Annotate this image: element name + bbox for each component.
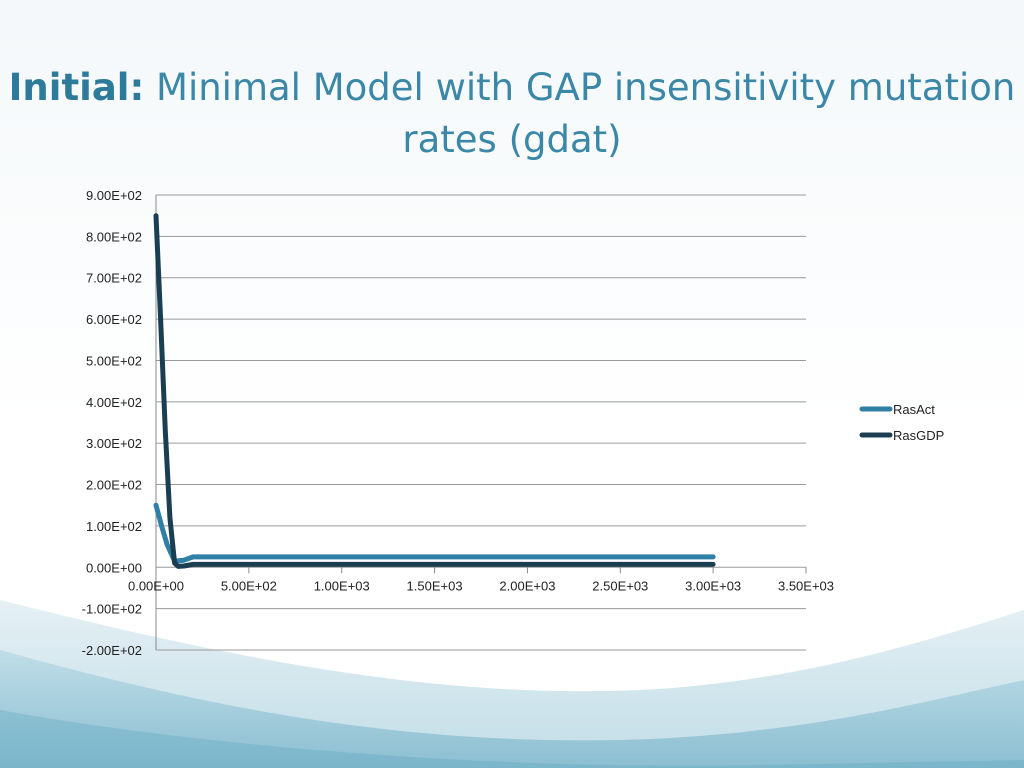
legend: RasAct RasGDP xyxy=(859,402,944,443)
y-tick-label: 0.00E+00 xyxy=(86,560,142,575)
y-tick-label: 5.00E+02 xyxy=(86,353,142,368)
y-tick-label: 2.00E+02 xyxy=(86,478,142,493)
legend-label-rasgdp: RasGDP xyxy=(893,428,944,443)
slide-title-main: Minimal Model with GAP insensitivity mut… xyxy=(156,66,1016,161)
y-tick-label: -1.00E+02 xyxy=(82,602,142,617)
x-tick-label: 0.00E+00 xyxy=(128,578,184,593)
x-tick-label: 1.50E+03 xyxy=(407,578,463,593)
y-tick-label: -2.00E+02 xyxy=(82,643,142,658)
y-tick-label: 8.00E+02 xyxy=(86,229,142,244)
y-tick-label: 7.00E+02 xyxy=(86,271,142,286)
y-tick-labels: 9.00E+02 8.00E+02 7.00E+02 6.00E+02 5.00E+02… xyxy=(82,188,142,658)
legend-label-rasact: RasAct xyxy=(893,402,935,417)
x-tick-label: 3.00E+03 xyxy=(685,578,741,593)
y-tick-label: 3.00E+02 xyxy=(86,436,142,451)
x-tick-label: 2.00E+03 xyxy=(499,578,555,593)
x-tick-label: 5.00E+02 xyxy=(221,578,277,593)
x-tick-label: 2.50E+03 xyxy=(592,578,648,593)
series-lines xyxy=(153,213,716,569)
gridlines xyxy=(156,194,806,651)
x-tick-label: 3.50E+03 xyxy=(778,578,834,593)
x-tick-label: 1.00E+03 xyxy=(314,578,370,593)
slide-title: Initial: Minimal Model with GAP insensit… xyxy=(0,62,1024,166)
series-line-rasgdp xyxy=(153,213,716,569)
y-tick-label: 9.00E+02 xyxy=(86,188,142,203)
slide-title-prefix: Initial: xyxy=(8,66,145,109)
x-tick-labels: 0.00E+00 5.00E+02 1.00E+03 1.50E+03 2.00E+03… xyxy=(128,578,834,593)
series-line-rasact xyxy=(153,502,716,564)
y-tick-label: 1.00E+02 xyxy=(86,519,142,534)
y-tick-label: 6.00E+02 xyxy=(86,312,142,327)
y-tick-label: 4.00E+02 xyxy=(86,395,142,410)
